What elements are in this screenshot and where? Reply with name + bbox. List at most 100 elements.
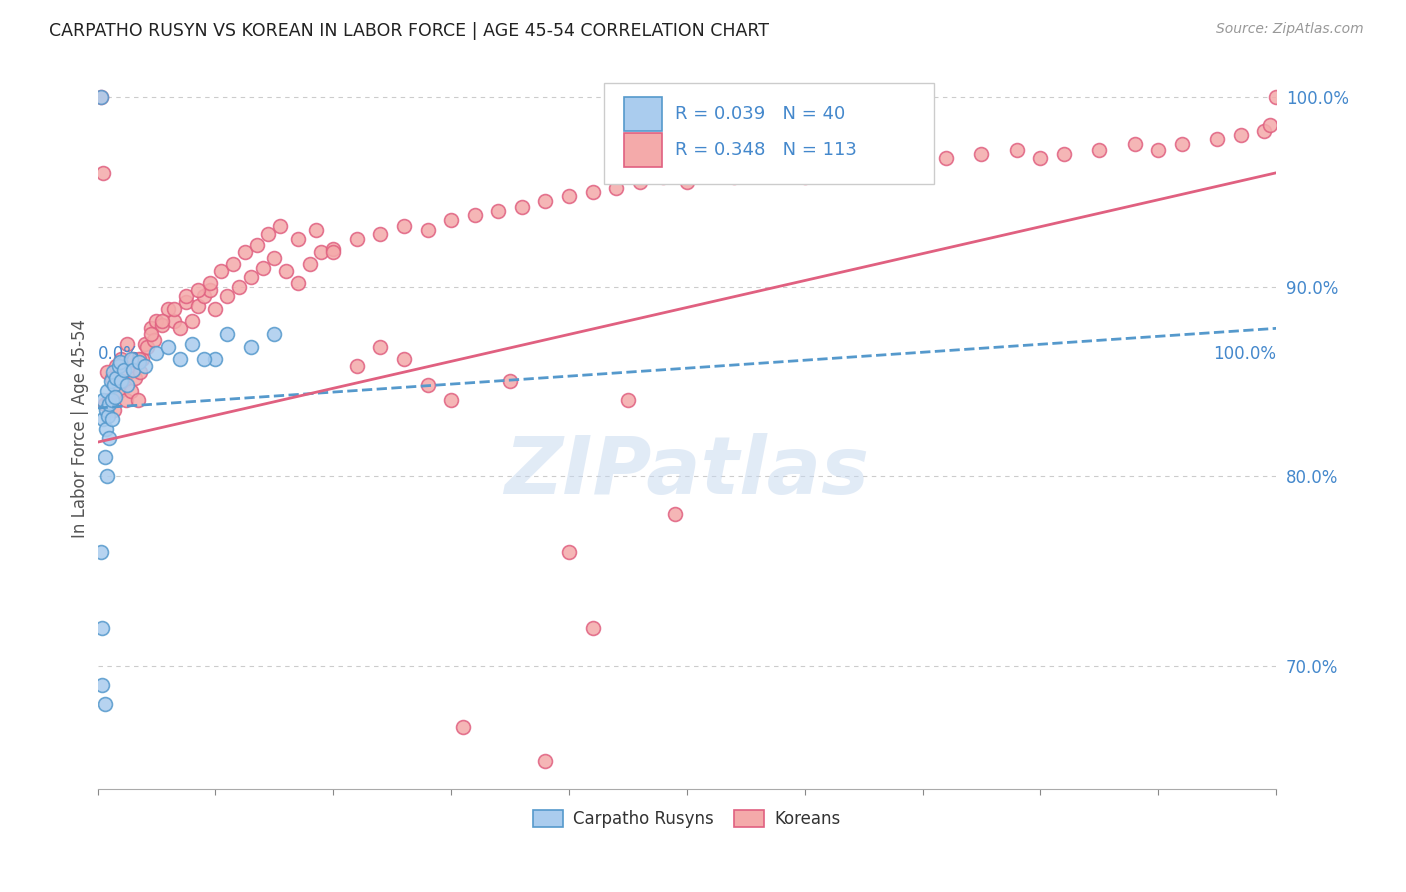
Point <box>269 219 291 233</box>
FancyBboxPatch shape <box>624 133 662 168</box>
Point <box>510 200 533 214</box>
Point <box>157 340 180 354</box>
Point <box>134 336 156 351</box>
Point <box>180 314 202 328</box>
Point <box>120 351 142 366</box>
Point <box>93 397 115 411</box>
Point <box>103 378 125 392</box>
Point <box>115 378 138 392</box>
Point <box>93 393 115 408</box>
Point <box>770 166 793 180</box>
Point <box>103 403 125 417</box>
Point <box>534 194 557 209</box>
FancyBboxPatch shape <box>624 96 662 131</box>
Point <box>311 245 333 260</box>
Point <box>499 375 522 389</box>
Point <box>96 469 118 483</box>
Point <box>676 175 699 189</box>
Point <box>1088 143 1111 157</box>
Point <box>1171 137 1194 152</box>
Point <box>150 318 173 332</box>
Point <box>124 370 146 384</box>
Point <box>841 156 863 170</box>
Point <box>100 370 122 384</box>
Point <box>107 384 129 398</box>
Point <box>93 166 115 180</box>
Text: R = 0.348   N = 113: R = 0.348 N = 113 <box>675 141 856 159</box>
Point <box>104 390 127 404</box>
Point <box>233 245 256 260</box>
Point <box>817 162 839 177</box>
Point <box>1229 128 1251 142</box>
Point <box>163 314 186 328</box>
Point <box>105 370 128 384</box>
Point <box>131 351 153 366</box>
Point <box>94 403 117 417</box>
Point <box>392 351 415 366</box>
Point <box>346 359 368 374</box>
Point <box>193 289 215 303</box>
Point <box>204 302 226 317</box>
Point <box>108 355 131 369</box>
Point <box>298 257 321 271</box>
Point <box>652 796 675 810</box>
Point <box>217 326 239 341</box>
Point <box>107 359 129 374</box>
Point <box>699 166 721 180</box>
Point <box>581 621 603 635</box>
FancyBboxPatch shape <box>605 83 935 184</box>
Point <box>128 355 150 369</box>
Point <box>322 242 344 256</box>
Point <box>98 397 121 411</box>
Point <box>112 363 135 377</box>
Point <box>204 351 226 366</box>
Point <box>136 340 159 354</box>
Point <box>287 232 309 246</box>
Point <box>392 219 415 233</box>
Point <box>1123 137 1146 152</box>
Point <box>486 203 509 218</box>
Point <box>222 257 245 271</box>
Point <box>464 208 486 222</box>
Point <box>217 289 239 303</box>
Point <box>887 162 910 177</box>
Point <box>1029 151 1052 165</box>
Point <box>101 365 124 379</box>
Point <box>263 326 285 341</box>
Point <box>112 375 135 389</box>
Point <box>105 359 128 374</box>
Point <box>440 393 463 408</box>
Point <box>193 351 215 366</box>
Text: CARPATHO RUSYN VS KOREAN IN LABOR FORCE | AGE 45-54 CORRELATION CHART: CARPATHO RUSYN VS KOREAN IN LABOR FORCE … <box>49 22 769 40</box>
Text: Source: ZipAtlas.com: Source: ZipAtlas.com <box>1216 22 1364 37</box>
Point <box>416 223 439 237</box>
Point <box>1053 146 1076 161</box>
Point <box>122 363 145 377</box>
Text: ZIPatlas: ZIPatlas <box>505 434 869 511</box>
Point <box>416 378 439 392</box>
Point <box>605 181 627 195</box>
Point <box>276 264 298 278</box>
Point <box>723 169 745 184</box>
Point <box>100 412 122 426</box>
Point <box>128 351 150 366</box>
Point <box>935 151 957 165</box>
Point <box>94 422 117 436</box>
Point <box>129 365 152 379</box>
Point <box>90 545 112 559</box>
Point <box>145 346 167 360</box>
Point <box>93 697 115 711</box>
Point <box>120 384 142 398</box>
Point <box>198 276 221 290</box>
Point <box>127 393 149 408</box>
Point <box>451 720 474 734</box>
Point <box>163 302 186 317</box>
Point <box>793 169 815 184</box>
Point <box>187 284 209 298</box>
Point <box>96 384 118 398</box>
Point <box>370 227 392 241</box>
Point <box>115 393 138 408</box>
Point <box>252 260 274 275</box>
Point <box>440 213 463 227</box>
Legend: Carpatho Rusyns, Koreans: Carpatho Rusyns, Koreans <box>527 804 846 835</box>
